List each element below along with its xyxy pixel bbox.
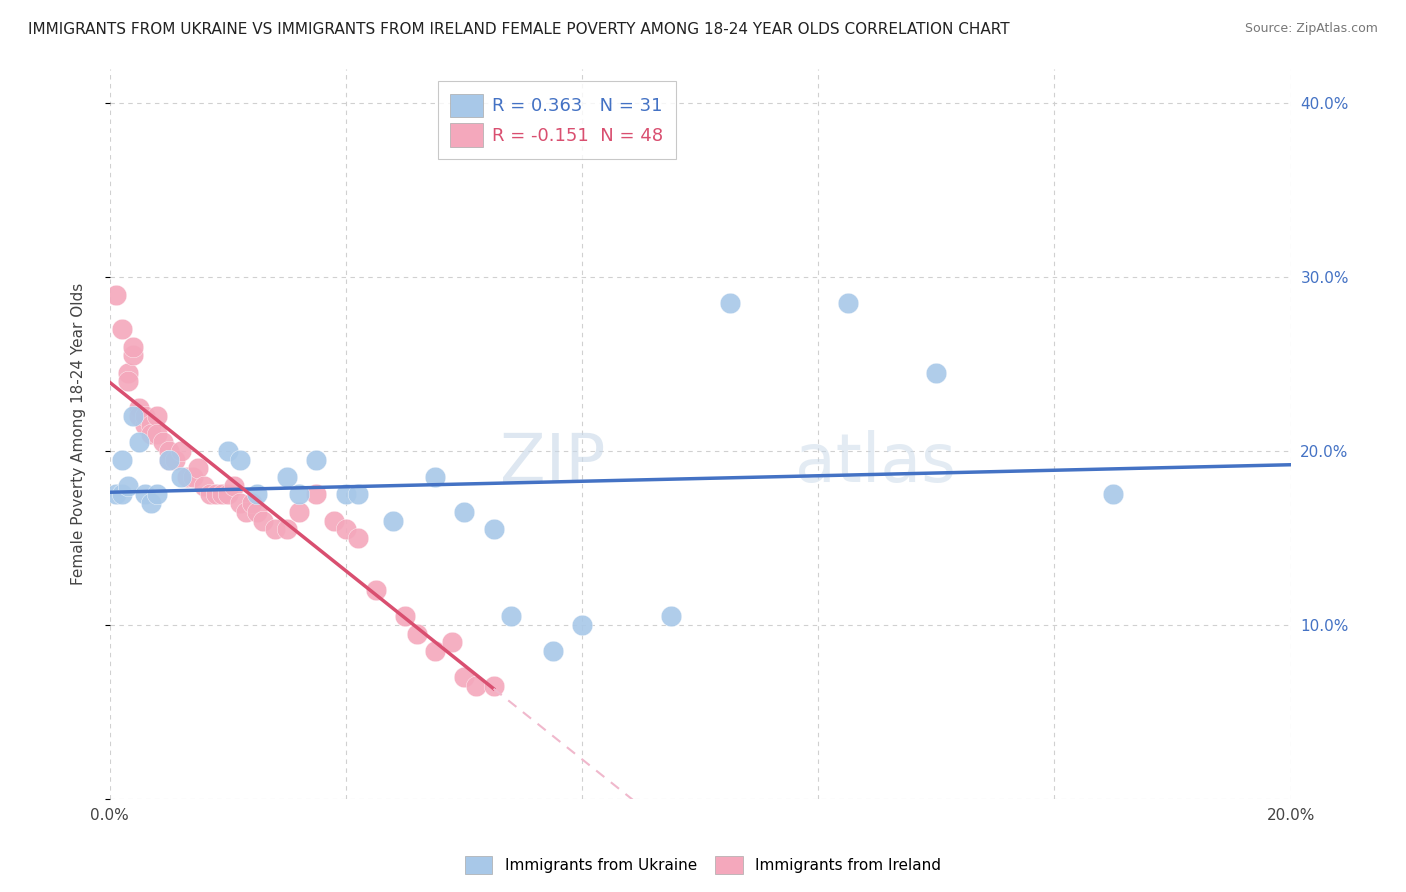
Point [364,583,387,598]
Point [141,496,163,510]
Point [157,444,180,458]
Point [141,426,163,441]
Point [122,348,145,362]
Text: ZIP: ZIP [501,430,606,496]
Point [211,487,233,501]
Point [423,644,446,658]
Point [111,322,134,336]
Point [323,514,346,528]
Point [394,609,416,624]
Point [128,409,150,424]
Point [453,505,475,519]
Text: atlas: atlas [794,430,956,496]
Point [287,487,309,501]
Point [187,461,209,475]
Point [423,470,446,484]
Point [441,635,464,649]
Point [659,609,682,624]
Point [157,452,180,467]
Point [134,409,156,424]
Point [128,435,150,450]
Text: Source: ZipAtlas.com: Source: ZipAtlas.com [1244,22,1378,36]
Point [229,452,252,467]
Point [170,444,193,458]
Point [276,470,298,484]
Point [217,487,239,501]
Point [453,670,475,684]
Point [146,409,169,424]
Point [464,679,486,693]
Point [176,470,198,484]
Point [163,452,186,467]
Point [111,487,134,501]
Point [482,679,505,693]
Point [276,522,298,536]
Point [925,366,948,380]
Point [229,496,252,510]
Point [157,452,180,467]
Point [501,609,523,624]
Point [718,296,741,310]
Point [111,452,134,467]
Point [117,375,139,389]
Point [335,487,357,501]
Point [128,401,150,415]
Point [170,470,193,484]
Text: IMMIGRANTS FROM UKRAINE VS IMMIGRANTS FROM IRELAND FEMALE POVERTY AMONG 18-24 YE: IMMIGRANTS FROM UKRAINE VS IMMIGRANTS FR… [28,22,1010,37]
Point [193,479,215,493]
Point [837,296,859,310]
Point [541,644,564,658]
Point [246,487,269,501]
Point [134,487,156,501]
Legend: Immigrants from Ukraine, Immigrants from Ireland: Immigrants from Ukraine, Immigrants from… [458,850,948,880]
Point [104,287,127,301]
Point [117,366,139,380]
Point [382,514,405,528]
Point [287,505,309,519]
Point [141,417,163,432]
Point [246,505,269,519]
Point [146,487,169,501]
Point [252,514,274,528]
Point [134,417,156,432]
Point [305,452,328,467]
Point [205,487,228,501]
Point [152,435,174,450]
Point [104,487,127,501]
Point [217,444,239,458]
Legend: R = 0.363   N = 31, R = -0.151  N = 48: R = 0.363 N = 31, R = -0.151 N = 48 [437,81,676,159]
Point [181,470,204,484]
Point [335,522,357,536]
Point [405,626,427,640]
Point [222,479,245,493]
Point [146,426,169,441]
Point [346,531,368,545]
Point [117,479,139,493]
Point [264,522,287,536]
Point [122,340,145,354]
Point [122,409,145,424]
Point [240,496,263,510]
Point [1102,487,1125,501]
Point [571,618,593,632]
Point [482,522,505,536]
Point [200,487,222,501]
Y-axis label: Female Poverty Among 18-24 Year Olds: Female Poverty Among 18-24 Year Olds [72,283,86,585]
Point [305,487,328,501]
Point [346,487,368,501]
Point [235,505,257,519]
